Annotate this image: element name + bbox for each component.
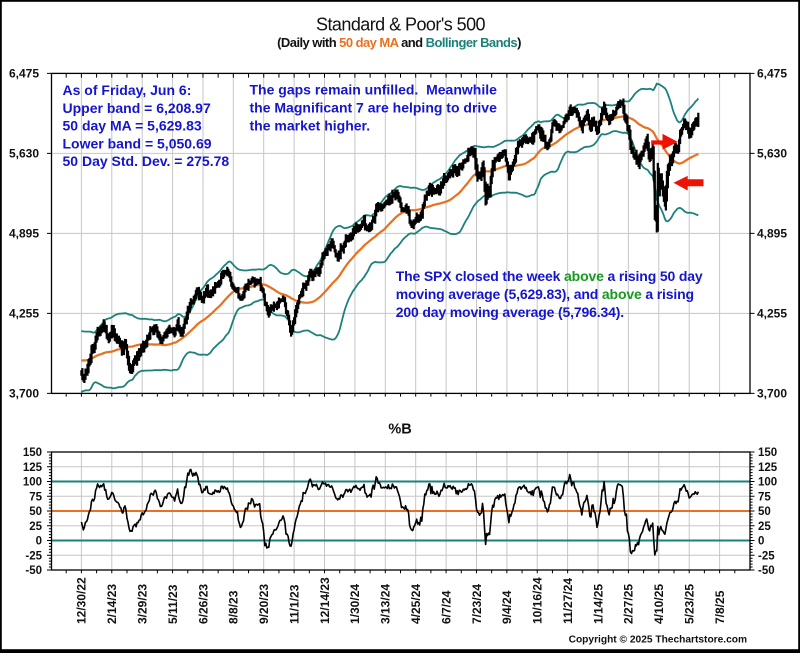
svg-text:75: 75 — [758, 491, 771, 503]
svg-text:12/14/23: 12/14/23 — [318, 577, 332, 624]
svg-text:-50: -50 — [25, 565, 42, 577]
svg-text:150: 150 — [758, 447, 777, 459]
svg-text:3/13/24: 3/13/24 — [379, 584, 393, 624]
svg-text:4/10/25: 4/10/25 — [652, 584, 666, 624]
svg-text:50 day MA = 5,629.83: 50 day MA = 5,629.83 — [63, 118, 202, 134]
svg-text:2/27/25: 2/27/25 — [622, 584, 636, 624]
svg-text:7/8/25: 7/8/25 — [713, 590, 727, 624]
svg-text:11/1/23: 11/1/23 — [287, 584, 301, 624]
svg-text:4,895: 4,895 — [757, 227, 787, 241]
svg-text:9/20/23: 9/20/23 — [257, 584, 271, 624]
svg-text:Standard & Poor's 500: Standard & Poor's 500 — [316, 15, 486, 35]
svg-text:5,630: 5,630 — [9, 147, 39, 161]
svg-text:(Daily with 50 day MA and Boll: (Daily with 50 day MA and Bollinger Band… — [277, 35, 521, 50]
svg-text:3,700: 3,700 — [757, 387, 787, 401]
svg-text:Lower band = 5,050.69: Lower band = 5,050.69 — [63, 135, 212, 151]
svg-text:125: 125 — [758, 462, 778, 474]
svg-text:4/25/24: 4/25/24 — [409, 584, 423, 624]
svg-text:The SPX closed the week above: The SPX closed the week above a rising 5… — [396, 268, 703, 284]
svg-text:the Magnificant 7 are helping: the Magnificant 7 are helping to drive — [250, 100, 498, 116]
svg-text:%B: %B — [388, 422, 411, 438]
svg-text:75: 75 — [29, 491, 42, 503]
svg-text:5/23/25: 5/23/25 — [683, 584, 697, 624]
svg-text:25: 25 — [29, 521, 42, 533]
svg-text:1/30/24: 1/30/24 — [348, 584, 362, 624]
svg-text:6/7/24: 6/7/24 — [439, 590, 453, 624]
svg-text:1/14/25: 1/14/25 — [591, 584, 605, 624]
svg-text:100: 100 — [758, 477, 777, 489]
svg-text:moving average (5,629.83), and: moving average (5,629.83), and above a r… — [396, 286, 694, 302]
svg-text:4,255: 4,255 — [757, 307, 787, 321]
svg-text:-25: -25 — [758, 550, 775, 562]
svg-text:5/11/23: 5/11/23 — [166, 584, 180, 624]
svg-text:150: 150 — [23, 447, 42, 459]
svg-text:As of Friday, Jun 6:: As of Friday, Jun 6: — [63, 82, 192, 98]
svg-text:3/29/23: 3/29/23 — [136, 584, 150, 624]
svg-text:The gaps remain unfilled. Mea: The gaps remain unfilled. Meanwhile — [250, 82, 498, 98]
svg-text:10/16/24: 10/16/24 — [531, 577, 545, 624]
svg-text:6/26/23: 6/26/23 — [196, 584, 210, 624]
svg-text:6,475: 6,475 — [9, 67, 39, 81]
svg-text:12/30/22: 12/30/22 — [75, 577, 89, 624]
svg-text:50: 50 — [29, 506, 42, 518]
svg-text:200 day moving average (5,796.: 200 day moving average (5,796.34). — [396, 304, 624, 320]
svg-text:25: 25 — [758, 521, 771, 533]
svg-text:4,255: 4,255 — [9, 307, 39, 321]
svg-text:0: 0 — [758, 536, 764, 548]
svg-text:the market higher.: the market higher. — [250, 118, 371, 134]
svg-text:2/14/23: 2/14/23 — [105, 584, 119, 624]
svg-text:8/8/23: 8/8/23 — [227, 590, 241, 624]
svg-text:4,895: 4,895 — [9, 227, 39, 241]
svg-text:100: 100 — [23, 477, 42, 489]
svg-text:50: 50 — [758, 506, 771, 518]
svg-text:Upper band = 6,208.97: Upper band = 6,208.97 — [63, 100, 211, 116]
svg-text:125: 125 — [23, 462, 43, 474]
svg-text:5,630: 5,630 — [757, 147, 787, 161]
svg-text:6,475: 6,475 — [757, 67, 787, 81]
svg-text:11/27/24: 11/27/24 — [561, 578, 575, 624]
svg-text:3,700: 3,700 — [9, 387, 39, 401]
svg-text:50 Day Std. Dev. = 275.78: 50 Day Std. Dev. = 275.78 — [63, 153, 230, 169]
svg-text:7/23/24: 7/23/24 — [470, 584, 484, 624]
svg-text:-25: -25 — [25, 550, 42, 562]
svg-text:0: 0 — [36, 536, 42, 548]
svg-text:9/4/24: 9/4/24 — [500, 590, 514, 624]
svg-text:-50: -50 — [758, 565, 775, 577]
svg-text:Copyright © 2025 Thechartstore: Copyright © 2025 Thechartstore.com — [569, 635, 747, 646]
